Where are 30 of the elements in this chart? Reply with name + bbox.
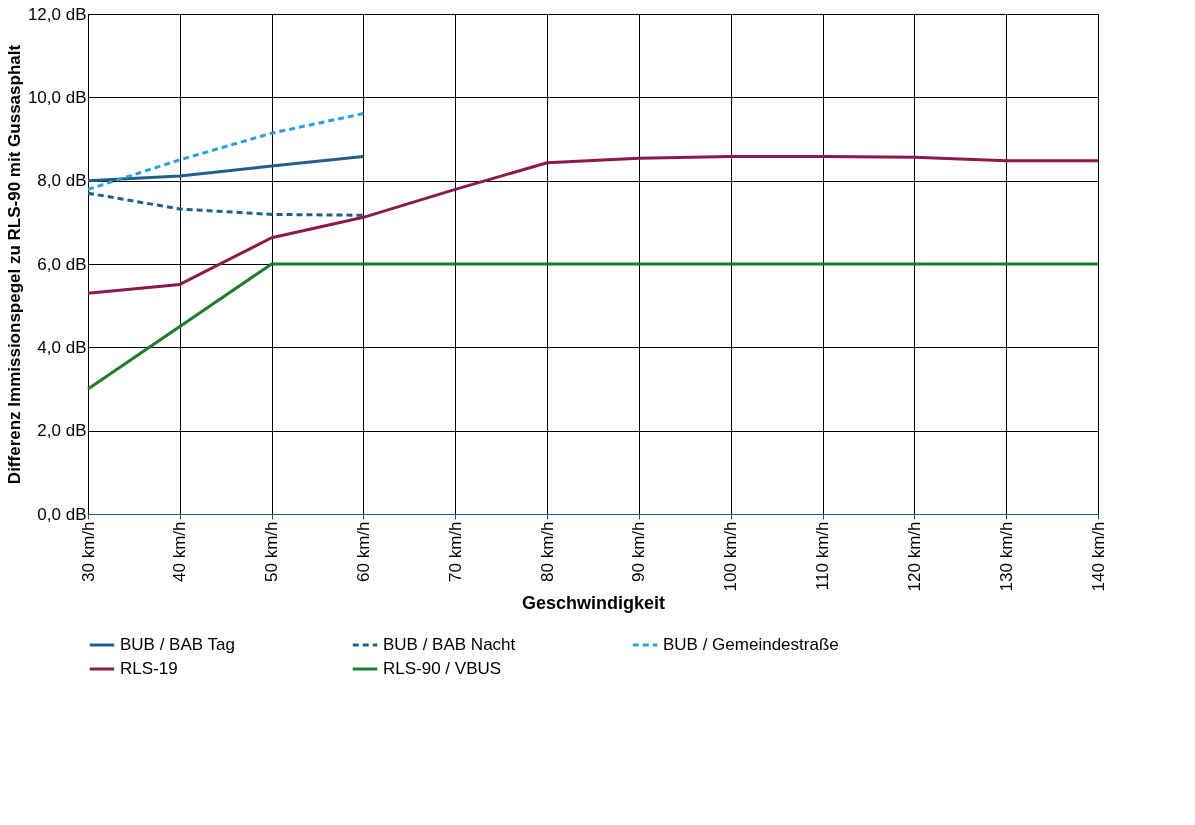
legend-label: RLS-19	[120, 659, 178, 678]
line-series	[86, 112, 365, 191]
x-tick-label: 90 km/h	[629, 521, 649, 582]
legend-label: RLS-90 / VBUS	[383, 659, 502, 678]
x-tick-label: 70 km/h	[445, 521, 465, 582]
y-tick-label: 4,0 dB	[37, 337, 87, 357]
x-tick-label: 30 km/h	[78, 521, 98, 582]
x-tick-label: 110 km/h	[813, 521, 833, 591]
y-tick-label: 6,0 dB	[37, 254, 87, 274]
y-tick-label: 12,0 dB	[27, 4, 87, 24]
x-tick-label: 130 km/h	[996, 521, 1016, 592]
x-tick-label: 80 km/h	[537, 521, 557, 582]
x-tick-label: 60 km/h	[353, 521, 373, 582]
x-axis-title: Geschwindigkeit	[521, 593, 666, 614]
line-series	[86, 191, 365, 217]
legend-label: BUB / BAB Nacht	[383, 635, 516, 654]
line-series	[86, 155, 365, 183]
legend-label: BUB / BAB Tag	[120, 635, 235, 654]
x-tick-label: 140 km/h	[1088, 521, 1108, 592]
x-tick-label: 120 km/h	[904, 521, 924, 592]
y-axis-title: Differenz Immissionspegel zu RLS-90 mit Gussasphalt	[4, 44, 24, 485]
y-tick-label: 8,0 dB	[37, 171, 87, 191]
y-tick-label: 2,0 dB	[37, 421, 87, 441]
line-series	[86, 155, 1100, 295]
x-tick-label: 40 km/h	[170, 521, 190, 582]
x-tick-label: 100 km/h	[721, 521, 741, 592]
y-tick-label: 10,0 dB	[27, 87, 87, 107]
x-tick-label: 50 km/h	[262, 521, 282, 582]
y-tick-label: 0,0 dB	[37, 504, 87, 524]
legend-label: BUB / Gemeindestraße	[663, 635, 839, 654]
